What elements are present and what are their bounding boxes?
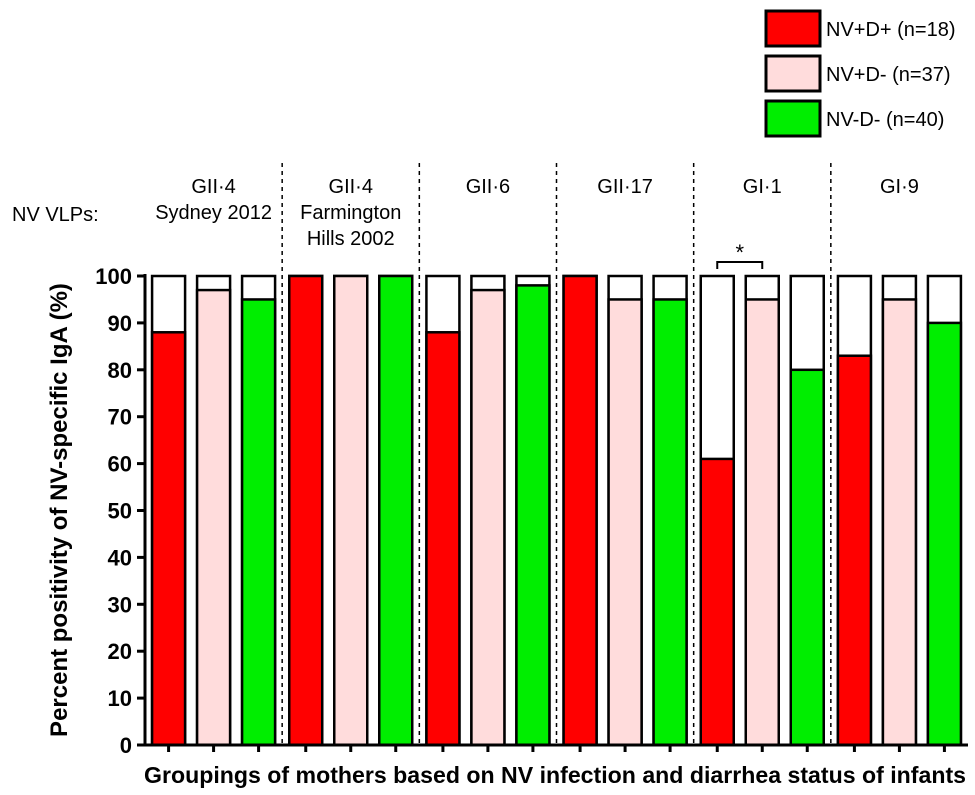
legend-label: NV-D- (n=40) xyxy=(826,109,944,131)
bar xyxy=(744,298,780,747)
group-label: GII·6 xyxy=(466,176,510,198)
bar xyxy=(836,354,873,747)
bar xyxy=(699,457,735,747)
bar xyxy=(562,274,598,747)
y-tick-label: 30 xyxy=(108,592,132,617)
bar xyxy=(425,331,461,747)
group-label-line: Sydney 2012 xyxy=(155,202,272,224)
bar xyxy=(652,298,688,747)
y-tick-label: 90 xyxy=(108,311,132,336)
y-axis: 0 10 20 30 40 50 60 70 80 90 100 xyxy=(95,264,147,758)
legend-label: NV+D+ (n=18) xyxy=(826,19,956,41)
bar-group xyxy=(836,274,963,747)
bar-group xyxy=(150,274,277,747)
bar-group xyxy=(562,274,688,747)
bar-group xyxy=(288,274,414,747)
y-tick-label: 100 xyxy=(95,264,132,289)
y-tick-label: 60 xyxy=(108,452,132,477)
bar xyxy=(470,288,506,747)
y-tick-label: 50 xyxy=(108,499,132,524)
bars xyxy=(150,274,963,747)
group-label: GII·4 Farmington Hills 2002 xyxy=(300,176,401,250)
group-label: GI·9 xyxy=(880,176,919,198)
bar-group xyxy=(425,274,551,747)
y-axis-label: Percent positivity of NV-specific IgA (%… xyxy=(46,283,73,737)
x-axis xyxy=(145,743,968,752)
significance-star: * xyxy=(735,240,744,265)
legend-label: NV+D- (n=37) xyxy=(826,64,951,86)
y-tick-label: 20 xyxy=(108,639,132,664)
significance-annotations: * xyxy=(716,240,764,269)
group-labels: GII·4 Sydney 2012 GII·4 Farmington Hills 200… xyxy=(155,176,919,250)
y-tick-label: 40 xyxy=(108,545,132,570)
legend-swatch xyxy=(764,54,822,93)
bar xyxy=(378,274,414,747)
vlp-label: NV VLPs: xyxy=(12,204,99,226)
legend: NV+D+ (n=18) NV+D- (n=37) NV-D- (n=40) xyxy=(764,9,956,138)
group-dividers xyxy=(281,163,832,745)
x-axis-label: Groupings of mothers based on NV infecti… xyxy=(144,762,966,788)
group-label-line: GI·1 xyxy=(743,176,782,198)
group-label-line: GII·4 xyxy=(191,176,235,198)
bar xyxy=(926,321,963,747)
bar xyxy=(607,298,643,747)
group-label-line: GI·9 xyxy=(880,176,919,198)
bar xyxy=(333,274,369,747)
y-tick-label: 80 xyxy=(108,358,132,383)
group-label-line: GII·17 xyxy=(597,176,653,198)
y-tick-label: 70 xyxy=(108,405,132,430)
bar xyxy=(150,331,187,747)
bar xyxy=(881,298,918,747)
significance-bracket xyxy=(716,261,764,269)
bar xyxy=(515,284,551,747)
bar xyxy=(240,298,277,747)
group-label-line: GII·6 xyxy=(466,176,510,198)
group-label-line: Hills 2002 xyxy=(307,228,395,250)
bar xyxy=(789,368,825,747)
bar xyxy=(288,274,324,747)
y-tick-label: 0 xyxy=(120,733,132,758)
group-label: GII·17 xyxy=(597,176,653,198)
y-tick-label: 10 xyxy=(108,686,132,711)
group-label-line: Farmington xyxy=(300,202,401,224)
legend-swatch xyxy=(764,9,822,48)
group-label: GII·4 Sydney 2012 xyxy=(155,176,272,224)
group-label-line: GII·4 xyxy=(329,176,373,198)
bar xyxy=(195,288,232,747)
bar-group xyxy=(699,274,825,747)
group-label: GI·1 xyxy=(743,176,782,198)
legend-swatch xyxy=(764,99,822,138)
